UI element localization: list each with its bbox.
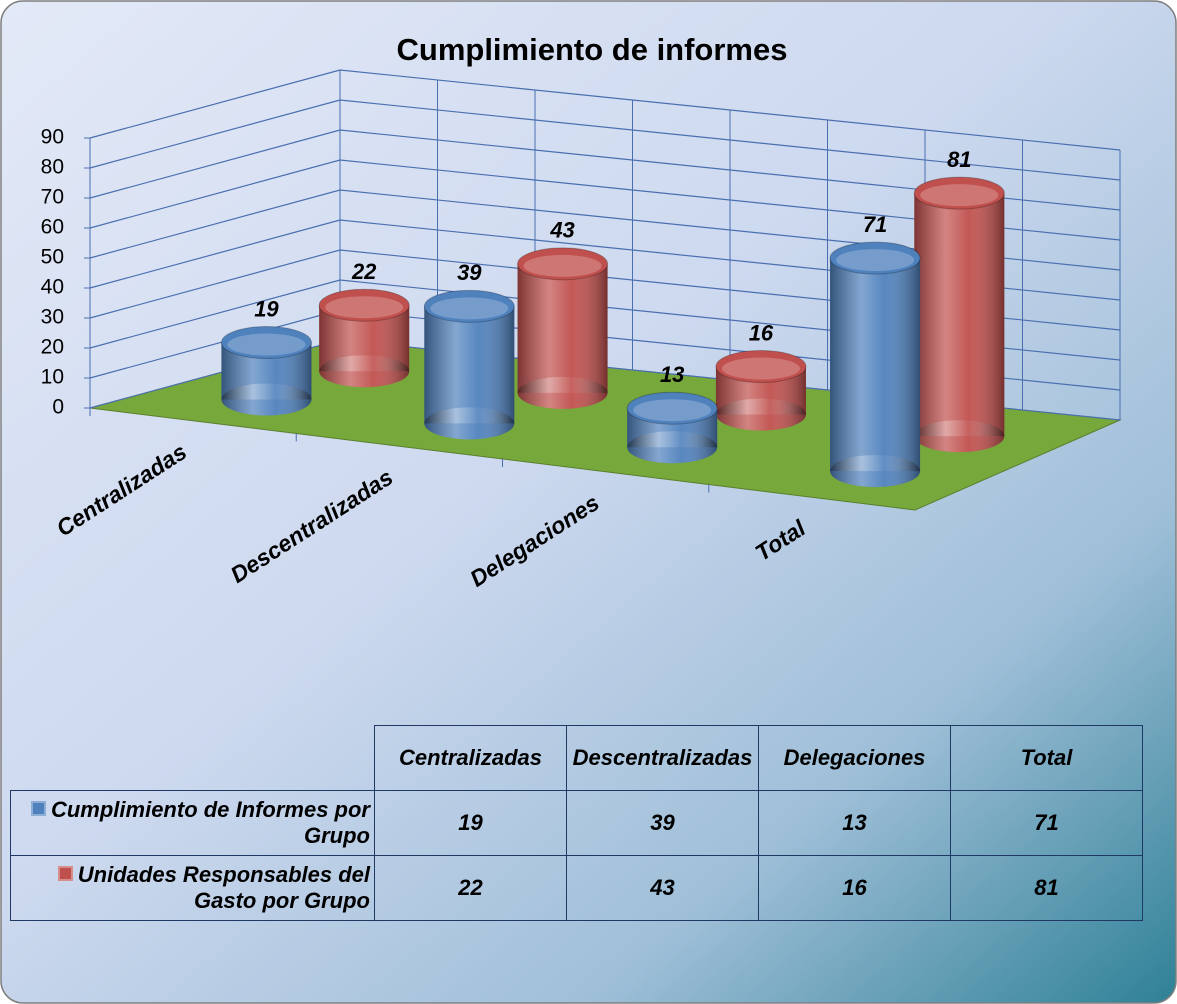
bar-top bbox=[220, 326, 312, 360]
bar-top-shine bbox=[227, 333, 306, 356]
table-cell: 39 bbox=[566, 790, 759, 856]
data-label: 22 bbox=[351, 259, 377, 284]
bar bbox=[318, 288, 410, 388]
bar-body-shade bbox=[424, 306, 515, 424]
table-cell: 81 bbox=[950, 855, 1143, 921]
y-tick-label: 0 bbox=[52, 396, 64, 419]
table-row-header: Unidades Responsables del Gasto por Grup… bbox=[10, 855, 375, 921]
bar-top bbox=[423, 289, 515, 323]
y-tick-label: 90 bbox=[41, 126, 64, 149]
data-label: 43 bbox=[549, 218, 574, 243]
chart-title: Cumplimiento de informes bbox=[397, 32, 788, 67]
table-cell: 22 bbox=[374, 855, 567, 921]
bar-body-shade bbox=[914, 193, 1005, 437]
bar bbox=[423, 289, 515, 440]
bar-top-shine bbox=[920, 184, 999, 207]
legend-label: Cumplimiento de Informes por Grupo bbox=[50, 797, 370, 848]
bar bbox=[829, 241, 921, 488]
bar-top-shine bbox=[633, 399, 712, 422]
data-label: 81 bbox=[947, 147, 971, 172]
y-tick-label: 30 bbox=[41, 306, 64, 329]
data-label: 71 bbox=[863, 212, 887, 237]
bar bbox=[626, 391, 718, 464]
table-cell: 16 bbox=[758, 855, 951, 921]
grid-line bbox=[89, 69, 1121, 151]
legend-key bbox=[57, 866, 73, 881]
y-tick-label: 70 bbox=[41, 186, 64, 209]
table-row-header: Cumplimiento de Informes por Grupo bbox=[10, 790, 375, 856]
bar-top bbox=[626, 391, 718, 425]
grid-line bbox=[89, 159, 1121, 241]
bar-top-shine bbox=[721, 357, 800, 380]
data-label: 19 bbox=[254, 296, 279, 321]
data-label: 39 bbox=[457, 260, 482, 285]
y-tick-label: 10 bbox=[41, 366, 64, 389]
data-label: 16 bbox=[749, 320, 774, 345]
y-tick-label: 80 bbox=[41, 156, 64, 179]
bar-top-shine bbox=[430, 297, 509, 320]
bar-body-shade bbox=[517, 263, 608, 393]
bar bbox=[220, 326, 312, 416]
legend-label: Unidades Responsables del Gasto por Grup… bbox=[77, 862, 370, 913]
table-column-header: Centralizadas bbox=[374, 725, 567, 791]
bar-top bbox=[318, 288, 410, 322]
bar-top bbox=[517, 247, 609, 281]
y-tick-label: 60 bbox=[41, 216, 64, 239]
bar bbox=[715, 350, 807, 431]
data-label: 13 bbox=[660, 362, 684, 387]
y-tick-label: 40 bbox=[41, 276, 64, 299]
bar bbox=[517, 247, 609, 409]
bar-top-shine bbox=[523, 254, 602, 277]
table-cell: 19 bbox=[374, 790, 567, 856]
bar-top bbox=[715, 350, 807, 384]
grid-line bbox=[89, 129, 1121, 211]
bar-top bbox=[913, 176, 1005, 210]
table-header-row: Centralizadas Descentralizadas Delegacione… bbox=[11, 725, 1143, 791]
bar-top bbox=[829, 241, 921, 275]
table-column-header: Total bbox=[950, 725, 1143, 791]
bar-body-shade bbox=[830, 258, 921, 472]
table-cell: 71 bbox=[950, 790, 1143, 856]
data-table: Centralizadas Descentralizadas Delegacione… bbox=[10, 725, 1143, 921]
table-column-header: Descentralizadas bbox=[566, 725, 759, 791]
table-cell: 43 bbox=[566, 855, 759, 921]
legend-key bbox=[30, 801, 46, 816]
table-row: Unidades Responsables del Gasto por Grup… bbox=[10, 855, 1143, 921]
table-column-header: Delegaciones bbox=[758, 725, 951, 791]
bar-top-shine bbox=[325, 296, 404, 319]
y-tick-label: 50 bbox=[41, 246, 64, 269]
table-row: Cumplimiento de Informes por Grupo 19 39 13… bbox=[10, 790, 1143, 856]
table-corner bbox=[11, 726, 375, 791]
grid-line bbox=[89, 99, 1121, 181]
table-cell: 13 bbox=[758, 790, 951, 856]
bar-top-shine bbox=[836, 249, 915, 272]
bar bbox=[913, 176, 1005, 453]
y-tick-label: 20 bbox=[41, 336, 64, 359]
